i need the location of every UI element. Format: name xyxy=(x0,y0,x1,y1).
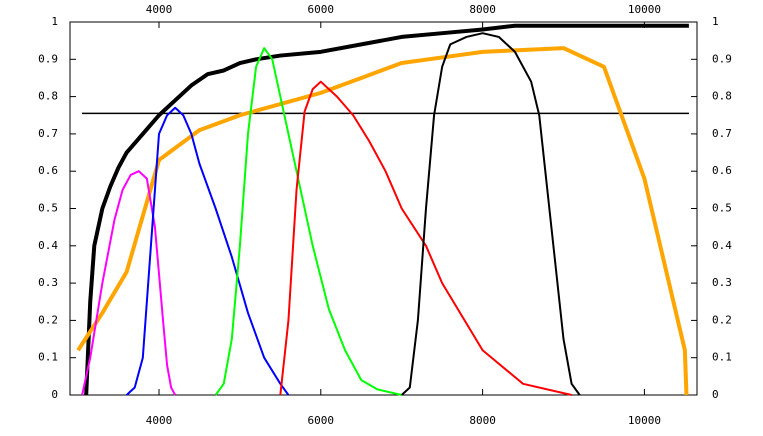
x-tick-label: 8000 xyxy=(469,414,496,427)
series-line xyxy=(279,80,572,396)
y-tick-label: 0.9 xyxy=(38,52,58,65)
y-tick-label: 0.2 xyxy=(38,313,58,326)
y2-tick-label: 0.2 xyxy=(712,313,732,326)
y-tick-label: 0.1 xyxy=(38,351,58,364)
x-top-tick-label: 10000 xyxy=(628,3,661,16)
series-line xyxy=(214,47,402,396)
y2-tick-label: 0.8 xyxy=(712,90,732,103)
y2-tick-label: 0.6 xyxy=(712,164,732,177)
x-tick-label: 4000 xyxy=(146,414,173,427)
y-tick-label: 0.3 xyxy=(38,276,58,289)
series-line xyxy=(76,46,689,396)
y-tick-label: 0.5 xyxy=(38,202,58,215)
y2-tick-label: 0.3 xyxy=(712,276,732,289)
y-tick-label: 0 xyxy=(51,388,58,401)
x-tick-label: 6000 xyxy=(308,414,335,427)
x-top-tick-label: 4000 xyxy=(146,3,173,16)
series-line xyxy=(125,106,290,396)
x-top-tick-label: 6000 xyxy=(308,3,335,16)
series-line xyxy=(401,32,581,396)
y2-tick-label: 0.9 xyxy=(712,52,732,65)
y-tick-label: 0.8 xyxy=(38,90,58,103)
y2-tick-label: 0.4 xyxy=(712,239,732,252)
y2-tick-label: 0.1 xyxy=(712,351,732,364)
series-line xyxy=(81,170,177,396)
y-tick-label: 0.4 xyxy=(38,239,58,252)
x-tick-label: 10000 xyxy=(628,414,661,427)
x-top-tick-label: 8000 xyxy=(469,3,496,16)
series-line xyxy=(84,23,689,396)
y2-tick-label: 0 xyxy=(712,388,719,401)
y-tick-label: 0.7 xyxy=(38,127,58,140)
y2-tick-label: 1 xyxy=(712,15,719,28)
y2-tick-label: 0.5 xyxy=(712,202,732,215)
y-tick-label: 0.6 xyxy=(38,164,58,177)
y-tick-label: 1 xyxy=(51,15,58,28)
y2-tick-label: 0.7 xyxy=(712,127,732,140)
